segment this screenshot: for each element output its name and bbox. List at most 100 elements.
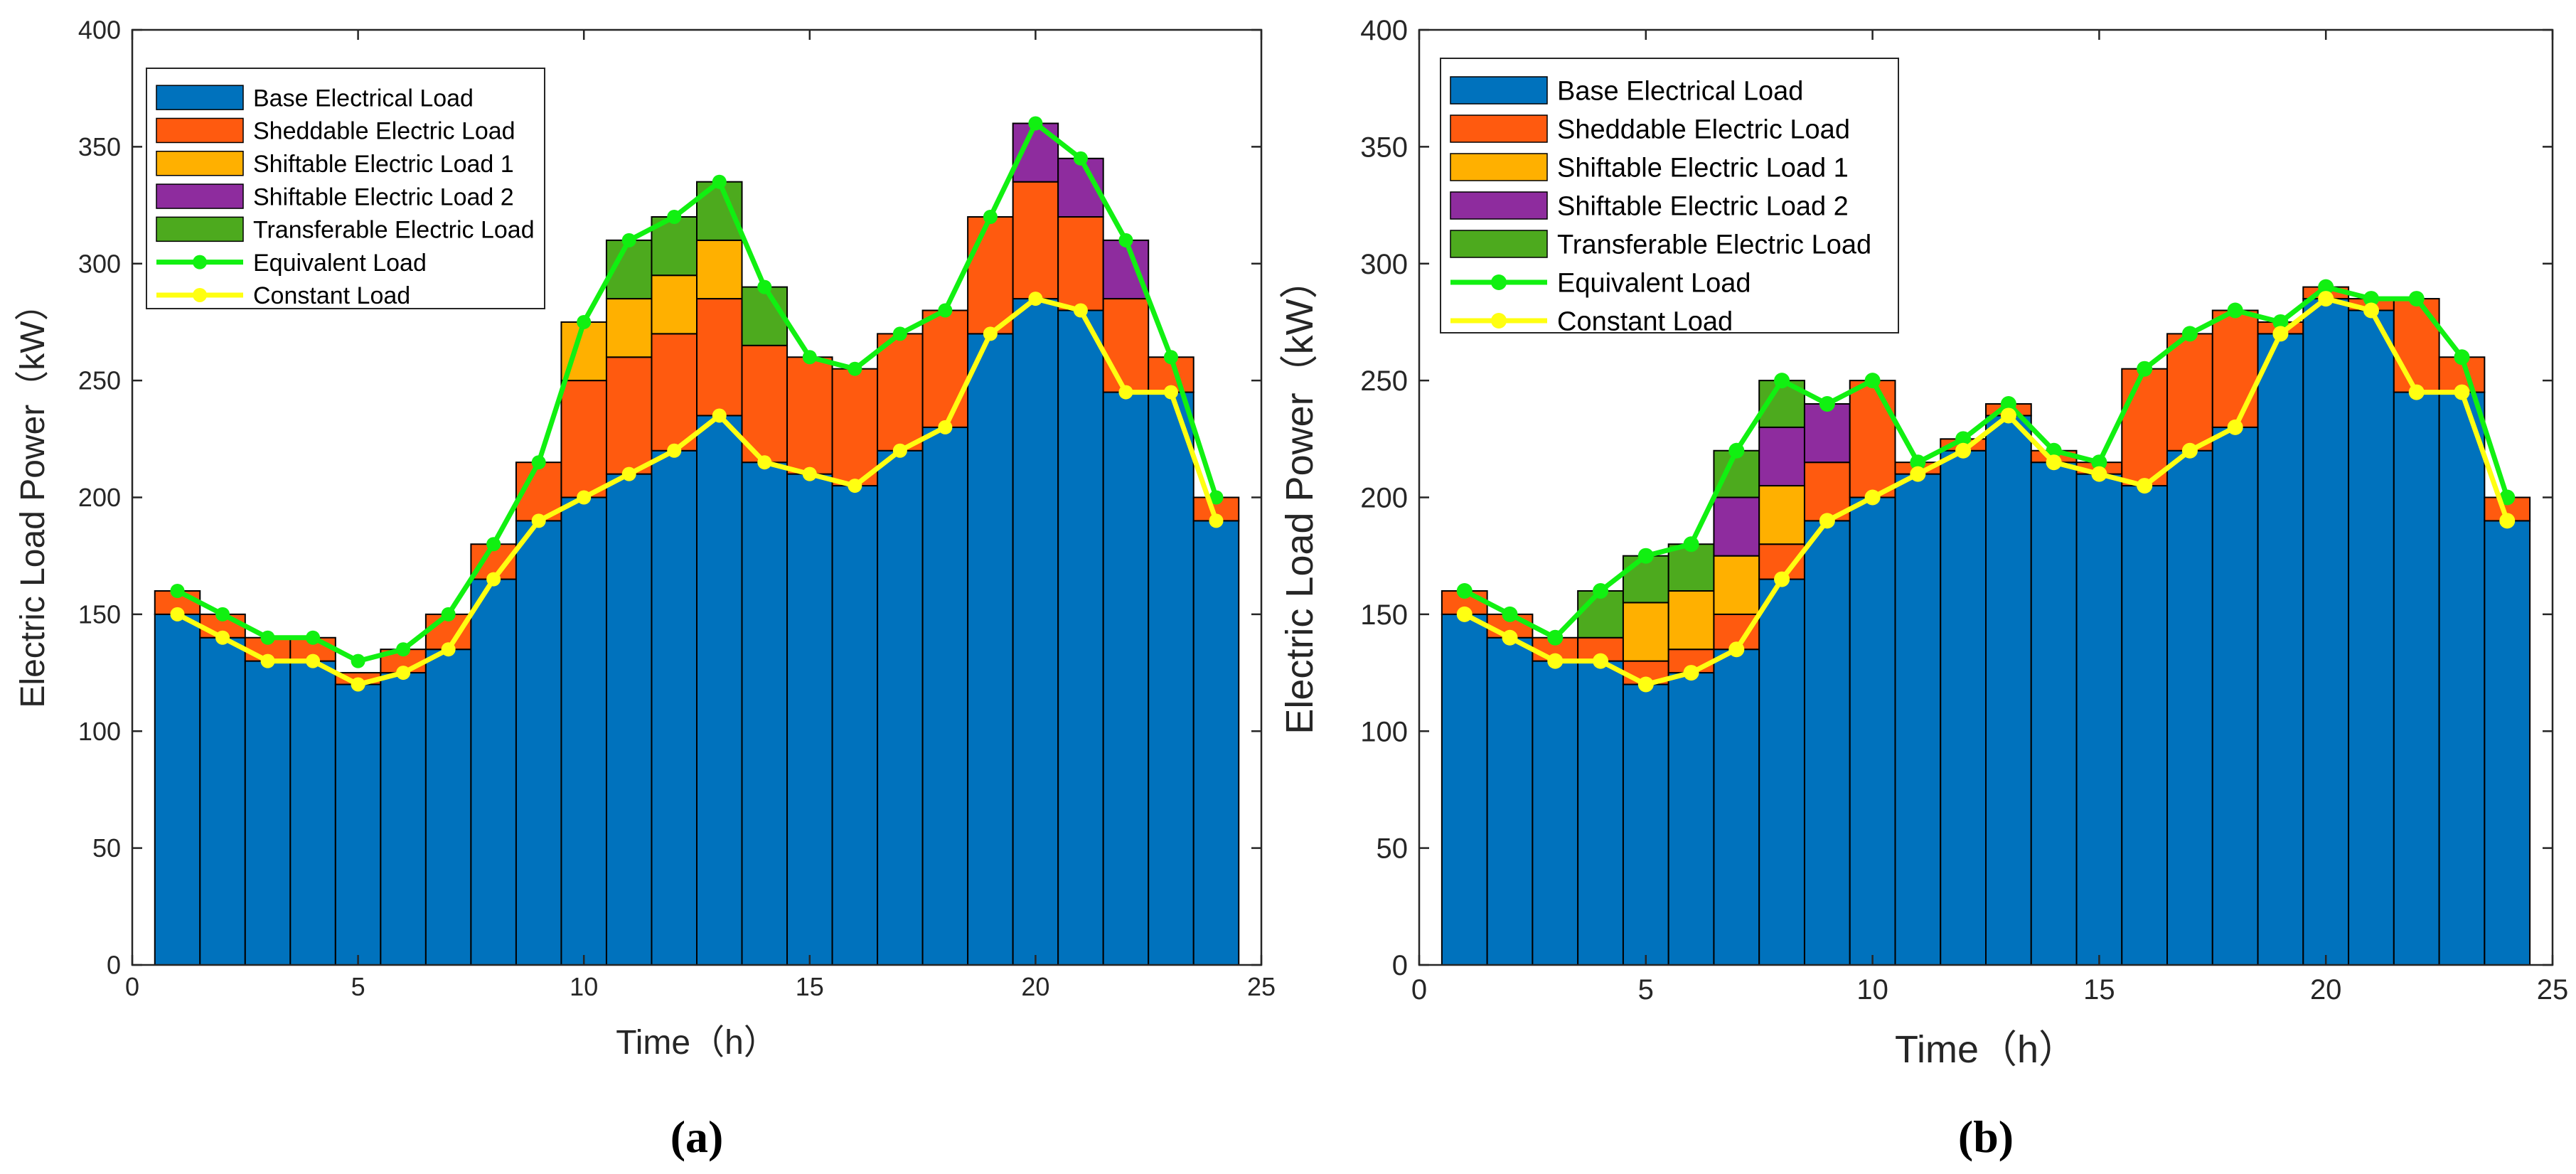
point-constant-t3: [260, 653, 275, 668]
bar-base-t24: [1192, 520, 1240, 966]
point-constant-t11: [1910, 466, 1926, 482]
point-constant-t10: [1864, 489, 1881, 506]
legend-marker-constant: [193, 287, 207, 302]
bar-base-t16: [831, 485, 879, 966]
bar-sheddable-t16: [2121, 368, 2169, 487]
point-equivalent-t22: [2408, 291, 2425, 307]
point-constant-t20: [1028, 292, 1043, 306]
bar-base-t2: [199, 636, 246, 966]
bar-base-t24: [2484, 520, 2531, 966]
point-equivalent-t19: [2272, 314, 2289, 330]
bar-shiftable1-t8: [1758, 485, 1805, 545]
bar-sheddable-t22: [2393, 298, 2440, 393]
bar-base-t9: [515, 520, 562, 966]
point-equivalent-t16: [2137, 361, 2153, 377]
bar-base-t13: [1985, 415, 2032, 966]
bar-base-t22: [1102, 391, 1150, 966]
point-equivalent-t10: [577, 314, 592, 329]
bar-base-t2: [1486, 636, 1534, 966]
point-equivalent-t15: [2091, 454, 2107, 471]
bar-base-t21: [2348, 309, 2395, 966]
point-equivalent-t3: [260, 630, 275, 645]
x-tick-label: 25: [2537, 974, 2569, 1005]
markers-equivalent: [1456, 279, 2516, 646]
y-tick-label: 50: [1377, 833, 1409, 865]
x-tick-label: 20: [2310, 974, 2342, 1005]
point-constant-t18: [2227, 419, 2243, 435]
bar-sheddable-t21: [1057, 216, 1104, 311]
bar-base-t19: [967, 333, 1014, 966]
markers-equivalent: [170, 116, 1224, 668]
bar-sheddable-t10: [560, 380, 607, 498]
bar-transferable-t13: [696, 181, 743, 241]
legend-label: Transferable Electric Load: [1557, 230, 1871, 260]
y-tick-label: 250: [78, 366, 121, 395]
bar-base-t8: [1758, 578, 1805, 966]
y-axis-label: Electric Load Power（kW）: [1278, 260, 1321, 734]
y-tick-label: 0: [1392, 950, 1408, 981]
legend-label: Sheddable Electric Load: [253, 118, 515, 145]
bar-base-t15: [2075, 473, 2123, 966]
bar-base-t4: [289, 660, 336, 966]
point-constant-t5: [351, 677, 365, 692]
point-equivalent-t18: [938, 303, 953, 318]
point-equivalent-t4: [1593, 583, 1609, 599]
point-equivalent-t17: [2181, 326, 2198, 342]
bar-base-t16: [2121, 485, 2169, 966]
point-constant-t13: [712, 408, 727, 423]
point-constant-t20: [2318, 291, 2334, 307]
point-constant-t7: [441, 642, 456, 657]
y-tick-label: 300: [78, 249, 121, 278]
bar-base-t10: [1849, 496, 1896, 966]
bar-base-t3: [1532, 660, 1579, 966]
x-tick-label: 5: [351, 972, 365, 1001]
point-constant-t18: [938, 420, 953, 434]
x-tick-label: 25: [1247, 972, 1276, 1001]
y-tick-label: 100: [1360, 716, 1408, 747]
y-tick-label: 150: [78, 599, 121, 629]
bar-base-t18: [2211, 426, 2259, 966]
point-constant-t7: [1728, 641, 1745, 658]
bar-transferable-t14: [741, 286, 789, 346]
point-equivalent-t8: [1774, 373, 1790, 389]
point-constant-t4: [306, 653, 321, 668]
legend-label: Shiftable Electric Load 2: [253, 183, 514, 210]
x-tick-label: 20: [1021, 972, 1049, 1001]
bar-base-t6: [1667, 672, 1715, 966]
point-equivalent-t24: [1209, 490, 1224, 505]
bar-base-t21: [1057, 309, 1104, 966]
bar-shiftable2-t7: [1713, 496, 1760, 557]
x-tick-label: 0: [125, 972, 139, 1001]
legend-label: Shiftable Electric Load 2: [1557, 192, 1849, 222]
point-equivalent-t11: [621, 233, 636, 247]
bar-base-t18: [921, 426, 969, 966]
markers-constant: [170, 292, 1224, 692]
legend: Base Electrical Load Sheddable Electric L…: [146, 68, 545, 309]
point-equivalent-t6: [396, 642, 411, 657]
legend-label: Base Electrical Load: [1557, 77, 1803, 107]
bar-base-t17: [877, 449, 924, 966]
point-equivalent-t5: [1637, 548, 1654, 564]
point-constant-t9: [531, 513, 546, 528]
bar-base-t23: [2438, 391, 2486, 966]
bar-base-t4: [1577, 660, 1624, 966]
x-tick-label: 15: [2083, 974, 2115, 1005]
legend: Base Electrical Load Sheddable Electric L…: [1440, 58, 1899, 337]
legend-swatch-transferable: [1450, 230, 1548, 258]
y-tick-label: 400: [78, 16, 121, 45]
point-constant-t15: [802, 466, 817, 481]
point-equivalent-t14: [2046, 442, 2062, 459]
point-equivalent-t19: [983, 210, 998, 224]
point-equivalent-t16: [848, 361, 862, 376]
bar-base-t12: [651, 449, 698, 966]
legend-label: Shiftable Electric Load 1: [1557, 154, 1849, 183]
point-equivalent-t12: [667, 210, 682, 224]
legend-swatch-base: [156, 85, 244, 110]
point-constant-t23: [1163, 385, 1178, 400]
y-tick-label: 350: [1360, 132, 1408, 163]
bar-base-t3: [244, 660, 292, 966]
x-tick-label: 5: [1638, 974, 1654, 1005]
point-equivalent-t21: [1073, 151, 1088, 166]
point-constant-t5: [1637, 676, 1654, 693]
bar-base-t9: [1803, 520, 1851, 966]
